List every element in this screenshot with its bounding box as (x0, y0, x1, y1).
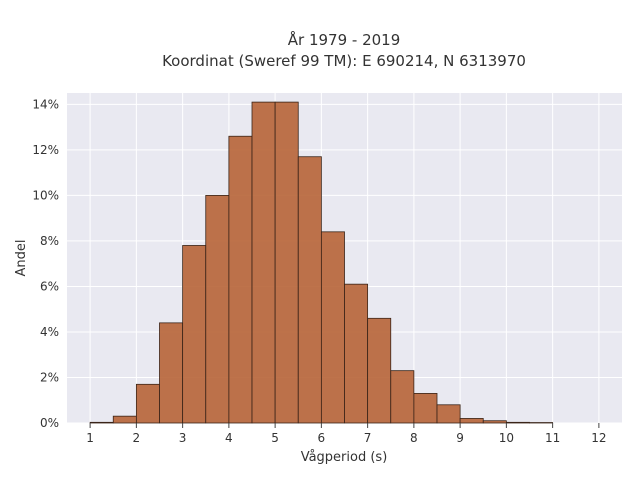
x-tick-label: 10 (499, 431, 514, 445)
x-tick-label: 6 (318, 431, 326, 445)
histogram-bar (90, 422, 113, 423)
y-tick-label: 10% (32, 188, 59, 202)
histogram-bar (368, 318, 391, 423)
x-tick-label: 2 (133, 431, 141, 445)
histogram-bar (345, 284, 368, 423)
histogram-bar (136, 384, 159, 423)
x-axis-label: Vågperiod (s) (301, 450, 388, 465)
chart-title-line2: Koordinat (Sweref 99 TM): E 690214, N 63… (162, 52, 526, 70)
y-tick-label: 6% (40, 279, 59, 293)
histogram-bar (113, 416, 136, 423)
x-tick-label: 3 (179, 431, 187, 445)
y-tick-label: 8% (40, 234, 59, 248)
histogram-bar (414, 393, 437, 423)
histogram-bar (252, 102, 275, 423)
x-tick-label: 5 (271, 431, 279, 445)
x-tick-label: 7 (364, 431, 372, 445)
y-tick-label: 14% (32, 97, 59, 111)
y-tick-label: 12% (32, 143, 59, 157)
x-tick-label: 9 (456, 431, 464, 445)
x-tick-label: 11 (545, 431, 560, 445)
histogram-bar (437, 405, 460, 423)
y-tick-label: 4% (40, 325, 59, 339)
histogram-bar (160, 323, 183, 423)
histogram-bar (391, 371, 414, 423)
histogram-bar (321, 232, 344, 423)
histogram-bar (483, 421, 506, 423)
histogram-bar (506, 422, 529, 423)
histogram-bar (460, 418, 483, 423)
histogram-bar (275, 102, 298, 423)
x-tick-label: 8 (410, 431, 418, 445)
x-tick-label: 12 (591, 431, 606, 445)
chart-title-line1: År 1979 - 2019 (288, 30, 401, 49)
y-axis-label: Andel (14, 240, 29, 277)
y-tick-label: 0% (40, 416, 59, 430)
y-axis-ticks: 0% 2% 4% 6% 8% 10% 12% 14% (32, 97, 59, 430)
histogram-bar (206, 195, 229, 423)
x-tick-label: 4 (225, 431, 233, 445)
histogram-bar (298, 157, 321, 423)
histogram-bar (183, 245, 206, 423)
histogram-bar (229, 136, 252, 423)
x-tick-label: 1 (86, 431, 94, 445)
y-tick-label: 2% (40, 370, 59, 384)
